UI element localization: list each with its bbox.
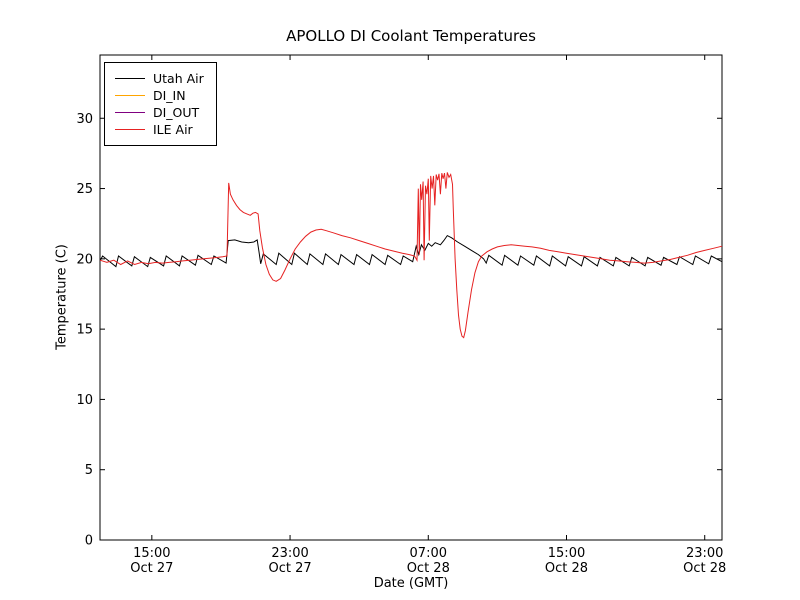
legend-label: ILE Air [153,122,193,137]
legend-label: DI_IN [153,88,186,103]
x-tick-label: Oct 27 [130,561,173,576]
legend-label: DI_OUT [153,105,200,120]
x-tick-label: Oct 27 [268,561,311,576]
legend-line-swatch [115,78,145,79]
y-tick-label: 10 [76,393,93,408]
x-tick-label: 23:00 [271,546,308,561]
x-tick-label: Oct 28 [407,561,450,576]
legend: Utah Air DI_IN DI_OUT ILE Air [104,62,217,146]
x-tick-label: Oct 28 [545,561,588,576]
x-tick-label: Oct 28 [683,561,726,576]
legend-item: Utah Air [115,70,204,87]
x-tick-label: 15:00 [548,546,585,561]
y-tick-label: 15 [76,323,93,338]
legend-item: DI_IN [115,87,204,104]
legend-item: DI_OUT [115,104,204,121]
y-tick-label: 25 [76,182,93,197]
legend-line-swatch [115,95,145,96]
x-tick-label: 07:00 [410,546,447,561]
y-tick-label: 0 [85,534,93,549]
series-line-ile-air [99,172,723,339]
x-tick-label: 15:00 [133,546,170,561]
legend-line-swatch [115,112,145,113]
plot-border [99,54,723,541]
y-tick-label: 20 [76,252,93,267]
x-tick-label: 23:00 [686,546,723,561]
legend-label: Utah Air [153,71,204,86]
y-axis-label: Temperature (C) [54,244,70,350]
legend-line-swatch [115,129,145,130]
chart-title: APOLLO DI Coolant Temperatures [286,27,536,45]
x-axis-label: Date (GMT) [373,576,449,591]
legend-item: ILE Air [115,121,204,138]
y-tick-label: 30 [76,112,93,127]
y-tick-label: 5 [85,463,93,478]
